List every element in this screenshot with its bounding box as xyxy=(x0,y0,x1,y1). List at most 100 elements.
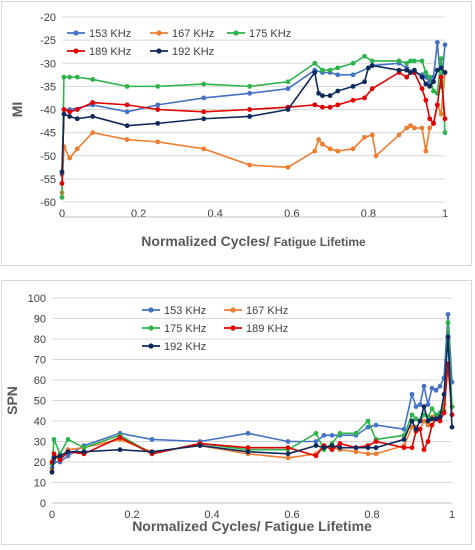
mi-y-tick-label: -55 xyxy=(40,174,56,186)
spn-data-point xyxy=(329,447,335,453)
spn-series-line xyxy=(51,362,453,463)
spn-data-point xyxy=(285,439,291,444)
mi-data-point xyxy=(201,95,207,101)
mi-data-point xyxy=(327,93,333,99)
spn-data-point xyxy=(409,391,415,397)
spn-y-tick-label: 100 xyxy=(28,293,46,305)
mi-series-line xyxy=(61,72,446,193)
mi-data-point xyxy=(59,181,65,186)
spn-legend-label: 189 KHz xyxy=(246,323,288,335)
spn-data-point xyxy=(337,445,343,451)
spn-data-point xyxy=(313,453,319,459)
mi-data-point xyxy=(373,153,379,159)
mi-data-point xyxy=(404,125,410,131)
mi-x-tick-label: 0.2 xyxy=(131,208,146,220)
mi-data-point xyxy=(369,63,375,68)
mi-data-point xyxy=(369,132,375,138)
spn-data-point xyxy=(353,449,359,455)
mi-data-point xyxy=(247,114,253,119)
mi-series-line xyxy=(61,55,446,198)
spn-data-point xyxy=(445,312,451,317)
spn-data-point xyxy=(373,439,379,444)
spn-data-point xyxy=(313,430,319,436)
mi-data-point xyxy=(335,148,341,154)
mi-y-axis-title: MI xyxy=(9,102,25,118)
spn-y-tick-label: 10 xyxy=(34,478,46,490)
mi-data-point xyxy=(431,79,436,85)
spn-data-point xyxy=(337,430,343,436)
mi-data-point xyxy=(408,58,413,64)
mi-legend-label: 167 KHz xyxy=(172,28,214,40)
spn-data-point xyxy=(365,424,371,430)
mi-data-point xyxy=(201,109,207,115)
spn-data-point xyxy=(409,412,415,418)
mi-data-point xyxy=(67,114,73,119)
spn-data-point xyxy=(337,441,343,446)
spn-legend-marker xyxy=(148,343,154,349)
mi-data-point xyxy=(438,74,444,80)
mi-data-point xyxy=(408,70,413,75)
mi-x-tick-label: 0.6 xyxy=(284,208,299,220)
mi-x-tick-label: 1 xyxy=(442,208,448,220)
mi-data-point xyxy=(419,74,425,80)
spn-data-point xyxy=(417,418,423,424)
mi-series-line xyxy=(61,41,446,175)
spn-data-point xyxy=(51,451,57,457)
spn-data-point xyxy=(421,404,427,410)
mi-data-point xyxy=(396,58,402,64)
mi-data-point xyxy=(362,53,367,59)
spn-data-point xyxy=(421,447,427,453)
spn-data-point xyxy=(51,455,57,461)
spn-data-point xyxy=(425,439,431,444)
spn-series-175-khz xyxy=(49,320,455,467)
spn-data-point xyxy=(117,447,123,453)
mi-data-point xyxy=(59,169,65,175)
spn-data-point xyxy=(65,453,71,459)
mi-legend-marker xyxy=(73,48,79,54)
spn-legend-marker xyxy=(148,307,154,313)
mi-data-point xyxy=(247,83,253,89)
mi-y-tick-label: -20 xyxy=(40,12,56,24)
mi-data-point xyxy=(423,81,429,87)
mi-data-point xyxy=(396,132,402,138)
mi-data-point xyxy=(320,93,325,99)
mi-data-point xyxy=(442,70,448,75)
spn-data-point xyxy=(57,453,63,459)
spn-data-point xyxy=(425,422,431,428)
spn-data-point xyxy=(313,443,319,448)
spn-data-point xyxy=(373,445,379,451)
spn-data-point xyxy=(285,445,291,451)
spn-legend-label: 153 KHz xyxy=(164,305,206,317)
mi-data-point xyxy=(350,72,356,78)
spn-data-point xyxy=(51,437,57,442)
spn-y-tick-label: 20 xyxy=(34,457,46,469)
spn-legend-marker xyxy=(230,307,236,313)
mi-data-point xyxy=(423,148,429,154)
mi-data-point xyxy=(285,79,291,85)
mi-series-175-khz xyxy=(59,53,448,200)
mi-data-point xyxy=(419,58,425,64)
spn-x-axis-title: Normalized Cycles/ Fatigue Lifetime xyxy=(132,518,372,534)
mi-data-point xyxy=(67,74,73,80)
mi-data-point xyxy=(247,90,253,96)
mi-data-point xyxy=(434,102,440,108)
mi-data-point xyxy=(438,56,444,62)
spn-data-point xyxy=(425,402,431,407)
spn-data-point xyxy=(313,439,319,444)
mi-data-point xyxy=(124,109,130,115)
spn-x-tick-label: 1 xyxy=(449,509,455,521)
mi-data-point xyxy=(369,86,375,92)
spn-series-line xyxy=(51,336,453,473)
spn-y-tick-label: 30 xyxy=(34,437,46,449)
mi-x-axis-title: Normalized Cycles/Fatigue Lifetime xyxy=(141,233,366,249)
spn-data-point xyxy=(401,445,407,451)
spn-data-point xyxy=(417,426,423,432)
spn-legend: 153 KHz 167 KHz 175 KHz 189 KHz 192 KHz xyxy=(142,305,288,353)
mi-legend-label: 189 KHz xyxy=(89,46,131,58)
spn-data-point xyxy=(413,426,419,432)
spn-series-153-khz xyxy=(49,312,455,471)
mi-y-tick-label: -35 xyxy=(40,81,56,93)
mi-data-point xyxy=(67,109,73,115)
spn-x-tick-label: 0.6 xyxy=(284,509,299,521)
spn-data-point xyxy=(429,416,435,422)
